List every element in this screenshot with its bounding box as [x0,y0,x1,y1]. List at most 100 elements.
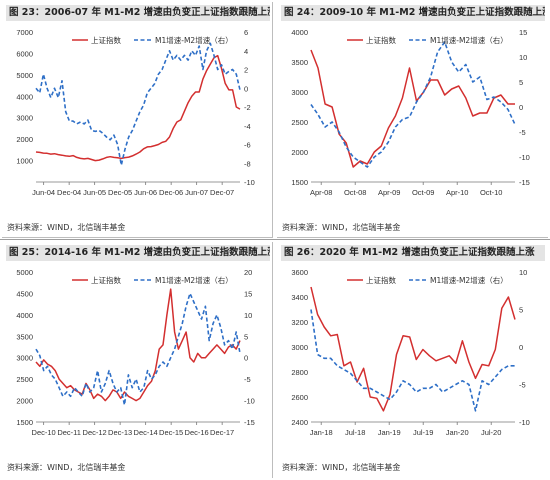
y-tick-label: 1000 [16,157,33,166]
series-line-m1-m2 [35,292,241,406]
chart-title: 图 24：2009-10 年 M1-M2 增速由负变正上证指数跟随上涨 [281,5,545,21]
x-tick-label: Dec-12 [83,428,107,437]
series-line-index [310,286,516,412]
y-tick-label: 2000 [291,148,308,157]
source-note: 资料来源：WIND，北信瑞丰基金 [282,223,401,232]
y-tick-label: 3500 [16,332,33,341]
chart-title: 图 23：2006-07 年 M1-M2 增速由负变正上证指数跟随上涨 [6,5,270,21]
y-tick-label: 4000 [291,28,308,37]
y-tick-label: 4000 [16,311,33,320]
source-note: 资料来源：WIND，北信瑞丰基金 [7,223,126,232]
x-tick-label: Dec-11 [57,428,81,437]
y2-tick-label: -10 [519,418,530,427]
y-tick-label: 5000 [16,268,33,277]
x-tick-label: Jun-06 [134,188,157,197]
y2-tick-label: -10 [244,397,255,406]
line-chart-2006-07: 1000 2000 3000 4000 5000 6000 7000 -10 -8 -6 -4 -2 0… [16,28,255,197]
y-tick-label: 3600 [291,268,308,277]
series-line-index [310,49,515,168]
series-line-m1-m2 [310,41,516,168]
x-tick-label: Oct-08 [344,188,367,197]
y2-tick-label: 5 [519,78,523,87]
source-note: 资料来源：WIND，北信瑞丰基金 [7,463,126,472]
y2-tick-label: -5 [244,375,251,384]
y2-tick-label: 10 [519,53,527,62]
y-tick-label: 2400 [291,418,308,427]
y-tick-label: 4000 [16,92,33,101]
y-tick-label: 4500 [16,289,33,298]
y2-tick-label: 0 [519,343,523,352]
y-tick-label: 2000 [16,135,33,144]
x-tick-label: Jan-18 [310,428,333,437]
y-tick-label: 2000 [16,397,33,406]
y-tick-label: 3000 [16,354,33,363]
series-line-index [35,288,241,402]
line-chart-2014-16: 1500 2000 2500 3000 3500 4000 4500 5000 -15 -10 -5… [16,268,255,437]
y2-tick-label: -10 [244,178,255,187]
legend-label-m1-m2: M1增速-M2增速（右） [430,35,508,45]
x-tick-label: Apr-08 [310,188,333,197]
y2-tick-label: -2 [244,103,251,112]
x-tick-label: Dec-07 [210,188,234,197]
y2-tick-label: 15 [519,28,527,37]
y2-tick-label: -4 [244,122,251,131]
legend-label-m1-m2: M1增速-M2增速（右） [155,275,233,285]
y2-tick-label: -8 [244,159,251,168]
y2-tick-label: 0 [244,84,248,93]
series-line-index [35,54,241,162]
y2-tick-label: -15 [519,178,530,187]
y2-tick-label: 20 [244,268,252,277]
y-tick-label: 2800 [291,368,308,377]
legend-label-m1-m2: M1增速-M2增速（右） [430,275,508,285]
y2-tick-label: -5 [519,381,526,390]
y2-tick-label: 0 [244,354,248,363]
y2-tick-label: 4 [244,47,248,56]
y-tick-label: 3400 [291,293,308,302]
y2-tick-label: 2 [244,66,248,75]
x-tick-label: Jun-07 [185,188,208,197]
chart-title: 图 26：2020 年 M1-M2 增速由负变正上证指数跟随上涨 [281,245,545,261]
y-tick-label: 6000 [16,49,33,58]
y2-tick-label: -10 [519,153,530,162]
y2-tick-label: -6 [244,141,251,150]
line-chart-2009-10: 1500 2000 2500 3000 3500 4000 -15 -10 -5 0 5 10 15 Ap… [291,28,530,197]
y-tick-label: 3500 [291,58,308,67]
chart-title: 图 25：2014-16 年 M1-M2 增速由负变正上证指数跟随上涨 [6,245,270,261]
y-tick-label: 1500 [291,178,308,187]
y2-tick-label: 10 [244,311,252,320]
legend-label-index: 上证指数 [366,275,396,285]
x-tick-label: Dec-15 [159,428,183,437]
line-chart-2020: 2400 2600 2800 3000 3200 3400 3600 -10 -5 0 5 10 Jan… [291,268,530,437]
legend-label-index: 上证指数 [366,35,396,45]
y-tick-label: 1500 [16,418,33,427]
y2-tick-label: 6 [244,28,248,37]
y2-tick-label: 5 [244,332,248,341]
x-tick-label: Oct-09 [412,188,435,197]
y2-tick-label: 5 [519,306,523,315]
y2-tick-label: -5 [519,128,526,137]
x-tick-label: Dec-05 [108,188,132,197]
x-tick-label: Jun-05 [83,188,106,197]
series-line-m1-m2 [310,309,515,412]
y-tick-label: 5000 [16,71,33,80]
y-tick-label: 3200 [291,318,308,327]
series-line-m1-m2 [35,42,241,166]
legend-label-m1-m2: M1增速-M2增速（右） [155,35,233,45]
y-tick-label: 2500 [16,375,33,384]
y-tick-label: 7000 [16,28,33,37]
x-tick-label: Dec-06 [159,188,183,197]
x-tick-label: Apr-10 [446,188,469,197]
x-tick-label: Dec-10 [32,428,56,437]
y-tick-label: 3000 [291,88,308,97]
legend-label-index: 上证指数 [91,275,121,285]
x-tick-label: Jun-04 [32,188,55,197]
row-divider [0,239,550,240]
x-tick-label: Jan-20 [446,428,469,437]
y-tick-label: 3000 [16,114,33,123]
x-tick-label: Dec-04 [57,188,81,197]
x-tick-label: Dec-14 [134,428,158,437]
y2-tick-label: 15 [244,289,252,298]
chart-panel-2014-16: 图 25：2014-16 年 M1-M2 增速由负变正上证指数跟随上涨 1500… [2,242,273,478]
chart-panel-2020: 图 26：2020 年 M1-M2 增速由负变正上证指数跟随上涨 2400 260… [277,242,548,478]
